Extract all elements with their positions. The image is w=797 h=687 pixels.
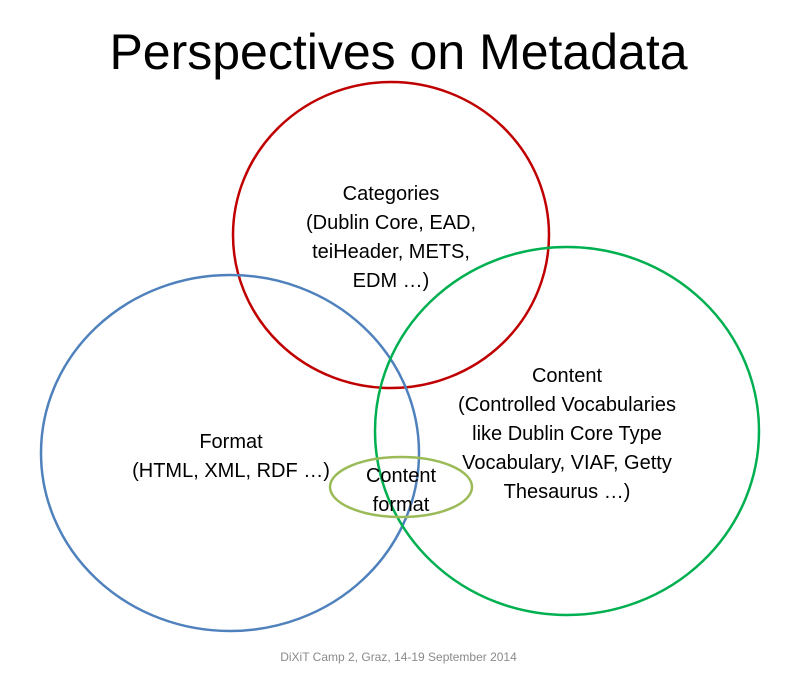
content-line-2: (Controlled Vocabularies — [458, 394, 676, 416]
categories-circle — [231, 80, 551, 390]
format-circle — [39, 273, 421, 633]
content-format-label: Content format — [341, 462, 461, 520]
categories-line-2: (Dublin Core, EAD, — [305, 212, 477, 234]
format-line-1: Format — [199, 431, 263, 453]
content-format-line-2: format — [372, 494, 430, 516]
content-format-ellipse — [328, 455, 474, 519]
content-line-1: Content — [531, 365, 603, 387]
format-label: Format (HTML, XML, RDF …) — [121, 428, 341, 486]
content-line-3: like Dublin Core Type — [472, 423, 662, 445]
categories-line-1: Categories — [342, 183, 440, 205]
content-label: Content (Controlled Vocabularies like Du… — [432, 362, 702, 507]
format-line-2: (HTML, XML, RDF …) — [132, 460, 330, 482]
slide-title: Perspectives on Metadata — [109, 24, 688, 80]
content-line-4: Vocabulary, VIAF, Getty — [462, 452, 672, 474]
categories-line-3: teiHeader, METS, — [312, 241, 470, 263]
content-line-5: Thesaurus …) — [503, 481, 631, 503]
content-circle — [373, 245, 761, 617]
slide-footer: DiXiT Camp 2, Graz, 14-19 September 2014 — [280, 650, 517, 664]
categories-line-4: EDM …) — [352, 270, 430, 292]
categories-label: Categories (Dublin Core, EAD, teiHeader,… — [281, 180, 501, 296]
content-format-line-1: Content — [365, 465, 437, 487]
